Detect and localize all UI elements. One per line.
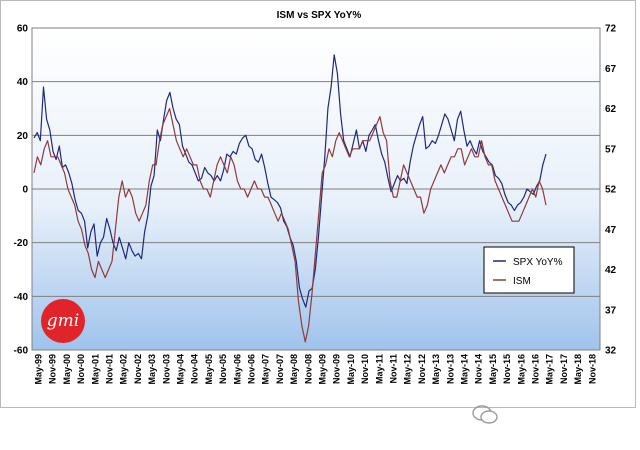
x-tick-label: Nov-06 — [246, 354, 256, 384]
x-tick-label: May-06 — [232, 354, 242, 385]
wechat-icon — [472, 405, 498, 424]
legend-label-ism: ISM — [513, 276, 531, 287]
left-tick-label: -60 — [14, 346, 29, 357]
right-tick-label: 52 — [605, 185, 617, 196]
x-tick-label: Nov-14 — [474, 354, 484, 384]
x-tick-label: Nov-08 — [303, 354, 313, 384]
right-tick-label: 32 — [605, 346, 617, 357]
right-tick-label: 72 — [605, 24, 617, 35]
left-tick-label: 40 — [17, 77, 29, 88]
series-layer — [33, 54, 547, 343]
x-tick-label: May-17 — [545, 354, 555, 385]
legend-label-spx: SPX YoY% — [513, 257, 563, 268]
x-tick-label: May-12 — [403, 354, 413, 385]
x-tick-label: May-18 — [573, 354, 583, 385]
left-tick-label: -20 — [14, 238, 29, 249]
series-line-ism — [33, 107, 547, 343]
left-tick-label: -40 — [14, 292, 29, 303]
legend: SPX YoY% ISM — [483, 246, 575, 294]
x-tick-label: May-11 — [374, 354, 384, 384]
x-tick-label: May-04 — [175, 354, 185, 385]
x-tick-label: May-15 — [488, 354, 498, 385]
x-tick-label: Nov-11 — [388, 354, 398, 384]
right-tick-label: 67 — [605, 64, 617, 75]
x-tick-label: Nov-13 — [445, 354, 455, 384]
x-tick-label: May-10 — [346, 354, 356, 385]
chart-title: ISM vs SPX YoY% — [277, 10, 362, 21]
x-tick-label: Nov-15 — [502, 354, 512, 384]
right-tick-label: 47 — [605, 225, 617, 236]
x-tick-label: Nov-10 — [360, 354, 370, 384]
x-tick-label: May-09 — [317, 354, 327, 385]
x-tick-label: Nov-04 — [190, 354, 200, 384]
x-tick-label: May-05 — [204, 354, 214, 385]
chart-frame: -60 -40 -20 0 20 40 60 32 37 42 47 52 57 62 67 72 May-… — [0, 0, 636, 408]
x-tick-label: Nov-09 — [332, 354, 342, 384]
x-tick-label: May-13 — [431, 354, 441, 385]
x-tick-label: Nov-00 — [76, 354, 86, 384]
x-tick-label: May-08 — [289, 354, 299, 385]
x-tick-label: Nov-12 — [417, 354, 427, 384]
x-tick-label: Nov-05 — [218, 354, 228, 384]
watermark — [472, 404, 498, 426]
x-tick-label: Nov-01 — [104, 354, 114, 384]
x-tick-label: Nov-16 — [530, 354, 540, 384]
x-tick-label: Nov-99 — [48, 354, 58, 384]
x-tick-label: Nov-02 — [133, 354, 143, 384]
left-axis-ticks: -60 -40 -20 0 20 40 60 — [14, 24, 29, 357]
x-tick-label: May-03 — [147, 354, 157, 385]
right-axis-ticks: 32 37 42 47 52 57 62 67 72 — [605, 24, 617, 357]
right-tick-label: 62 — [605, 104, 617, 115]
x-tick-label: Nov-17 — [559, 354, 569, 384]
x-tick-label: May-16 — [516, 354, 526, 385]
left-tick-label: 20 — [17, 131, 29, 142]
right-tick-label: 37 — [605, 305, 617, 316]
right-tick-label: 42 — [605, 265, 617, 276]
x-tick-label: May-99 — [33, 354, 43, 385]
x-tick-label: May-01 — [90, 354, 100, 385]
x-tick-label: May-00 — [62, 354, 72, 385]
x-tick-label: Nov-18 — [587, 354, 597, 384]
left-tick-label: 60 — [17, 24, 29, 35]
chart-svg: -60 -40 -20 0 20 40 60 32 37 42 47 52 57 62 67 72 May-… — [14, 10, 617, 385]
legend-box — [483, 246, 575, 294]
gmi-logo: gmi — [41, 299, 85, 343]
x-axis-ticks: May-99 Nov-99 May-00 Nov-00 May-01 Nov-01 May-… — [33, 354, 597, 385]
x-tick-label: May-14 — [459, 354, 469, 385]
right-tick-label: 57 — [605, 144, 617, 155]
x-tick-label: May-07 — [261, 354, 271, 385]
x-tick-label: Nov-03 — [161, 354, 171, 384]
x-tick-label: May-02 — [119, 354, 129, 385]
left-tick-label: 0 — [22, 185, 28, 196]
x-tick-label: Nov-07 — [275, 354, 285, 384]
